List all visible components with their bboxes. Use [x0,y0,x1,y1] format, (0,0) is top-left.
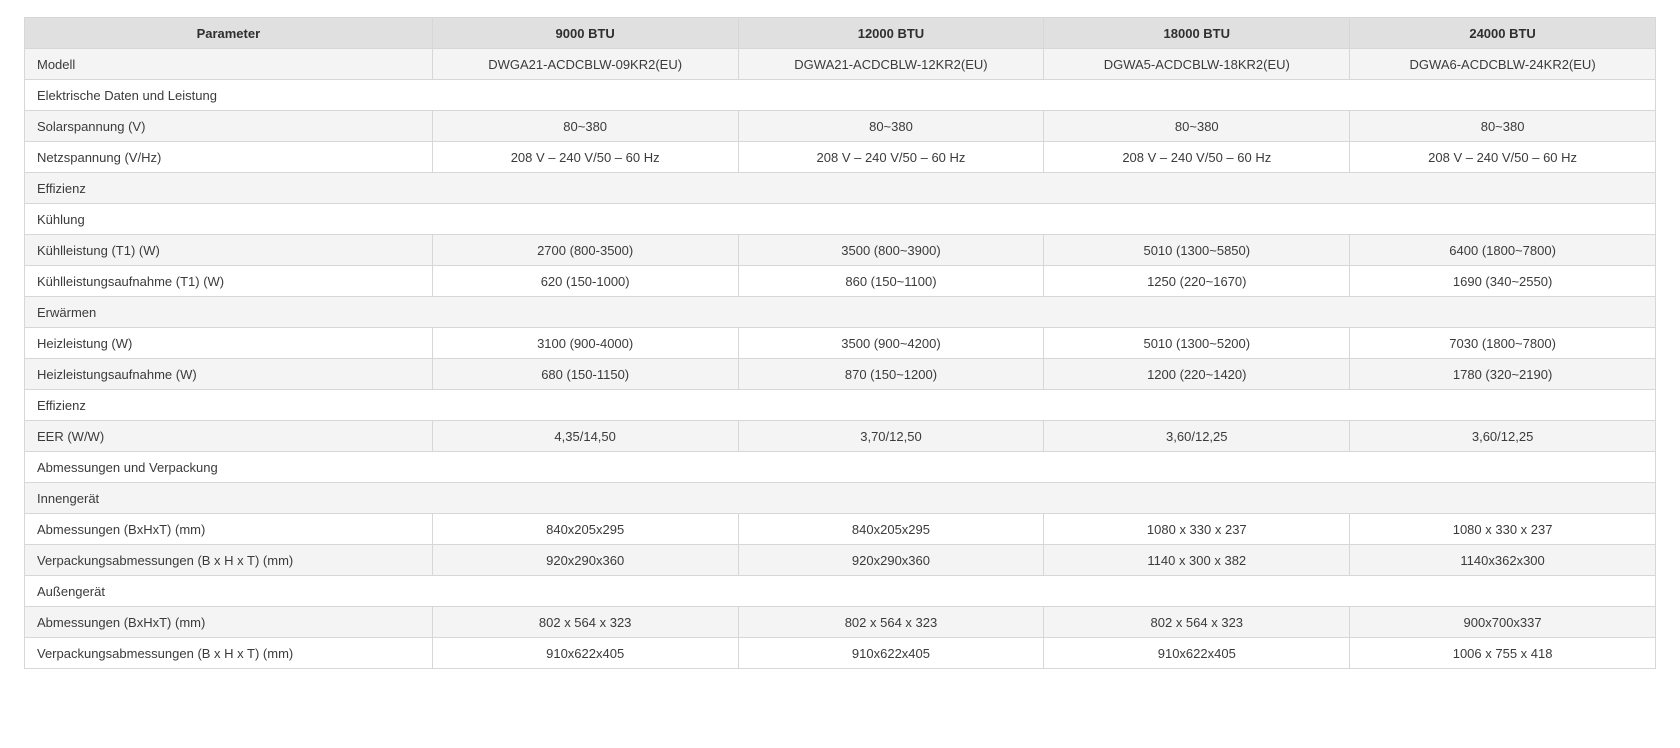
cell-value: 1080 x 330 x 237 [1043,513,1351,545]
cell-value: 920x290x360 [737,544,1045,576]
cell-value: 1080 x 330 x 237 [1349,513,1656,545]
table-row: Solarspannung (V) 80~380 80~380 80~380 80~38… [24,110,1656,142]
cell-value: 7030 (1800~7800) [1349,327,1656,359]
row-label: Modell [24,48,433,80]
cell-value: DGWA5-ACDCBLW-18KR2(EU) [1043,48,1351,80]
cell-value: 920x290x360 [431,544,739,576]
cell-value: 802 x 564 x 323 [737,606,1045,638]
row-label: Verpackungsabmessungen (B x H x T) (mm) [24,637,433,669]
cell-value: 870 (150~1200) [737,358,1045,390]
cell-value: 3,70/12,50 [737,420,1045,452]
cell-value: 80~380 [1043,110,1351,142]
table-row: Netzspannung (V/Hz) 208 V – 240 V/50 – 60… [24,141,1656,173]
cell-value: 2700 (800-3500) [431,234,739,266]
cell-value: DGWA21-ACDCBLW-12KR2(EU) [737,48,1045,80]
column-header: 9000 BTU [431,17,739,49]
section-row: Kühlung [24,203,1656,235]
cell-value: 1200 (220~1420) [1043,358,1351,390]
cell-value: 910x622x405 [737,637,1045,669]
section-label: Effizienz [24,389,1656,421]
table-row: Heizleistungsaufnahme (W) 680 (150-1150) 8… [24,358,1656,390]
section-row: Effizienz [24,389,1656,421]
table-row: Heizleistung (W) 3100 (900-4000) 3500 (900… [24,327,1656,359]
cell-value: 3500 (900~4200) [737,327,1045,359]
cell-value: 840x205x295 [431,513,739,545]
table-row: Abmessungen (BxHxT) (mm) 802 x 564 x 323 8… [24,606,1656,638]
row-label: Kühlleistungsaufnahme (T1) (W) [24,265,433,297]
cell-value: 80~380 [431,110,739,142]
table-row: EER (W/W) 4,35/14,50 3,70/12,50 3,60/12,25 3… [24,420,1656,452]
cell-value: 840x205x295 [737,513,1045,545]
cell-value: 4,35/14,50 [431,420,739,452]
table-row: Abmessungen (BxHxT) (mm) 840x205x295 840x2… [24,513,1656,545]
cell-value: 802 x 564 x 323 [1043,606,1351,638]
cell-value: 208 V – 240 V/50 – 60 Hz [1043,141,1351,173]
cell-value: 860 (150~1100) [737,265,1045,297]
cell-value: 80~380 [737,110,1045,142]
table-row: Modell DWGA21-ACDCBLW-09KR2(EU) DGWA21-ACD… [24,48,1656,80]
column-header-parameter: Parameter [24,17,433,49]
cell-value: 208 V – 240 V/50 – 60 Hz [431,141,739,173]
section-row: Außengerät [24,575,1656,607]
table-row: Verpackungsabmessungen (B x H x T) (mm) 9… [24,637,1656,669]
cell-value: 3,60/12,25 [1043,420,1351,452]
section-label: Effizienz [24,172,1656,204]
cell-value: 1006 x 755 x 418 [1349,637,1656,669]
cell-value: 80~380 [1349,110,1656,142]
row-label: Solarspannung (V) [24,110,433,142]
row-label: Verpackungsabmessungen (B x H x T) (mm) [24,544,433,576]
row-label: Netzspannung (V/Hz) [24,141,433,173]
cell-value: DGWA6-ACDCBLW-24KR2(EU) [1349,48,1656,80]
row-label: Abmessungen (BxHxT) (mm) [24,513,433,545]
header-row: Parameter 9000 BTU 12000 BTU 18000 BTU 24000… [24,17,1656,49]
row-label: Heizleistung (W) [24,327,433,359]
cell-value: 208 V – 240 V/50 – 60 Hz [737,141,1045,173]
cell-value: 208 V – 240 V/50 – 60 Hz [1349,141,1656,173]
row-label: Kühlleistung (T1) (W) [24,234,433,266]
table-row: Kühlleistung (T1) (W) 2700 (800-3500) 3500… [24,234,1656,266]
spec-table-container: Parameter 9000 BTU 12000 BTU 18000 BTU 24000… [24,17,1656,669]
row-label: EER (W/W) [24,420,433,452]
spec-table: Parameter 9000 BTU 12000 BTU 18000 BTU 24000… [24,17,1656,669]
column-header: 18000 BTU [1043,17,1351,49]
section-row: Innengerät [24,482,1656,514]
cell-value: 1140x362x300 [1349,544,1656,576]
table-row: Kühlleistungsaufnahme (T1) (W) 620 (150-1… [24,265,1656,297]
cell-value: 1690 (340~2550) [1349,265,1656,297]
row-label: Abmessungen (BxHxT) (mm) [24,606,433,638]
column-header: 12000 BTU [737,17,1045,49]
table-row: Verpackungsabmessungen (B x H x T) (mm) 9… [24,544,1656,576]
cell-value: 6400 (1800~7800) [1349,234,1656,266]
cell-value: 910x622x405 [1043,637,1351,669]
section-row: Elektrische Daten und Leistung [24,79,1656,111]
cell-value: 3500 (800~3900) [737,234,1045,266]
cell-value: 802 x 564 x 323 [431,606,739,638]
section-label: Elektrische Daten und Leistung [24,79,1656,111]
cell-value: 680 (150-1150) [431,358,739,390]
section-row: Abmessungen und Verpackung [24,451,1656,483]
cell-value: 5010 (1300~5200) [1043,327,1351,359]
section-row: Erwärmen [24,296,1656,328]
cell-value: 900x700x337 [1349,606,1656,638]
cell-value: 1780 (320~2190) [1349,358,1656,390]
section-label: Erwärmen [24,296,1656,328]
section-label: Innengerät [24,482,1656,514]
section-label: Außengerät [24,575,1656,607]
cell-value: 620 (150-1000) [431,265,739,297]
section-row: Effizienz [24,172,1656,204]
cell-value: 1250 (220~1670) [1043,265,1351,297]
section-label: Abmessungen und Verpackung [24,451,1656,483]
cell-value: 3100 (900-4000) [431,327,739,359]
cell-value: 1140 x 300 x 382 [1043,544,1351,576]
column-header: 24000 BTU [1349,17,1656,49]
section-label: Kühlung [24,203,1656,235]
table-body: Modell DWGA21-ACDCBLW-09KR2(EU) DGWA21-ACD… [24,48,1656,669]
row-label: Heizleistungsaufnahme (W) [24,358,433,390]
cell-value: DWGA21-ACDCBLW-09KR2(EU) [431,48,739,80]
cell-value: 5010 (1300~5850) [1043,234,1351,266]
cell-value: 910x622x405 [431,637,739,669]
cell-value: 3,60/12,25 [1349,420,1656,452]
